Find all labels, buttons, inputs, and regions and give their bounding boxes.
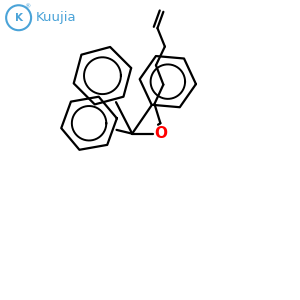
Text: K: K <box>15 13 22 23</box>
Text: O: O <box>154 126 167 141</box>
Text: ®: ® <box>25 4 31 9</box>
Text: Kuujia: Kuujia <box>36 11 76 24</box>
